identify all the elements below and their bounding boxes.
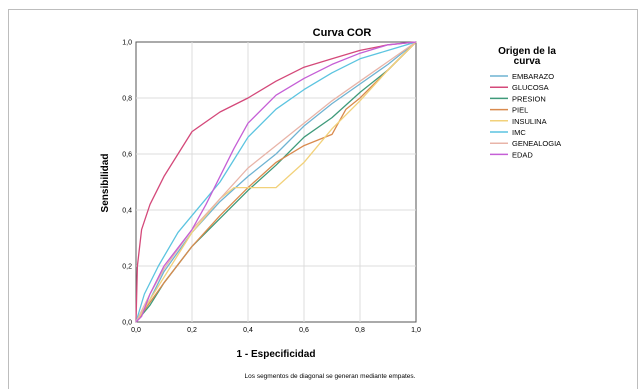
chart-title: Curva COR (313, 27, 372, 39)
x-axis-label: 1 - Especificidad (237, 349, 316, 360)
legend-title: Origen de la curva (498, 46, 556, 67)
legend-label: EDAD (512, 150, 533, 159)
series-line-genealogia (135, 41, 417, 323)
series-line-insulina (135, 41, 417, 323)
legend: Origen de la curva EMBARAZO GLUCOSA PRESION P… (490, 46, 561, 159)
x-tick-label: 0,6 (299, 327, 309, 334)
y-tick-label: 1,0 (122, 40, 132, 47)
y-tick-label: 0,6 (122, 152, 132, 159)
series-line-glucosa (135, 41, 417, 323)
series-line-piel (135, 41, 417, 323)
legend-label: PIEL (512, 106, 528, 115)
x-tick-label: 0,8 (355, 327, 365, 334)
series-line-edad (135, 41, 417, 323)
legend-label: GENEALOGIA (512, 139, 561, 148)
legend-label: PRESION (512, 94, 546, 103)
legend-label: GLUCOSA (512, 83, 549, 92)
footnote: Los segmentos de diagonal se generan med… (245, 373, 416, 380)
y-tick-label: 0,2 (122, 264, 132, 271)
y-tick-label: 0,0 (122, 320, 132, 327)
legend-label: IMC (512, 128, 526, 137)
y-axis-label: Sensibilidad (100, 154, 111, 213)
series-line-embarazo (135, 41, 417, 323)
x-tick-label: 0,0 (131, 327, 141, 334)
y-tick-label: 0,4 (122, 208, 132, 215)
legend-label: INSULINA (512, 117, 547, 126)
tick-labels: 0,0 0,2 0,4 0,6 0,8 1,0 0,0 0,2 0,4 0,6 0,8 1,0 (122, 40, 421, 335)
x-tick-label: 0,2 (187, 327, 197, 334)
x-tick-label: 1,0 (411, 327, 421, 334)
y-tick-label: 0,8 (122, 96, 132, 103)
series-layer (135, 41, 417, 323)
x-tick-label: 0,4 (243, 327, 253, 334)
legend-label: EMBARAZO (512, 72, 554, 81)
series-line-imc (135, 41, 417, 323)
